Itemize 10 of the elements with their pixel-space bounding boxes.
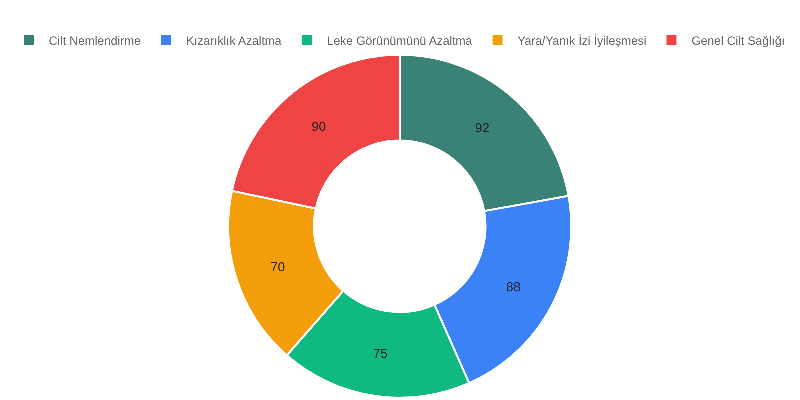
legend-label: Genel Cilt Sağlığı <box>692 34 786 48</box>
legend-label: Yara/Yanık İzi İyileşmesi <box>518 34 647 48</box>
data-label: 90 <box>312 119 326 134</box>
legend-label: Cilt Nemlendirme <box>49 34 142 48</box>
data-label: 70 <box>270 260 286 275</box>
data-label: 75 <box>373 346 388 362</box>
data-label: 92 <box>475 120 490 136</box>
legend-label: Kızarıklık Azaltma <box>186 34 282 48</box>
legend-label: Leke Görünümünü Azaltma <box>327 34 473 48</box>
data-label: 88 <box>506 279 521 294</box>
